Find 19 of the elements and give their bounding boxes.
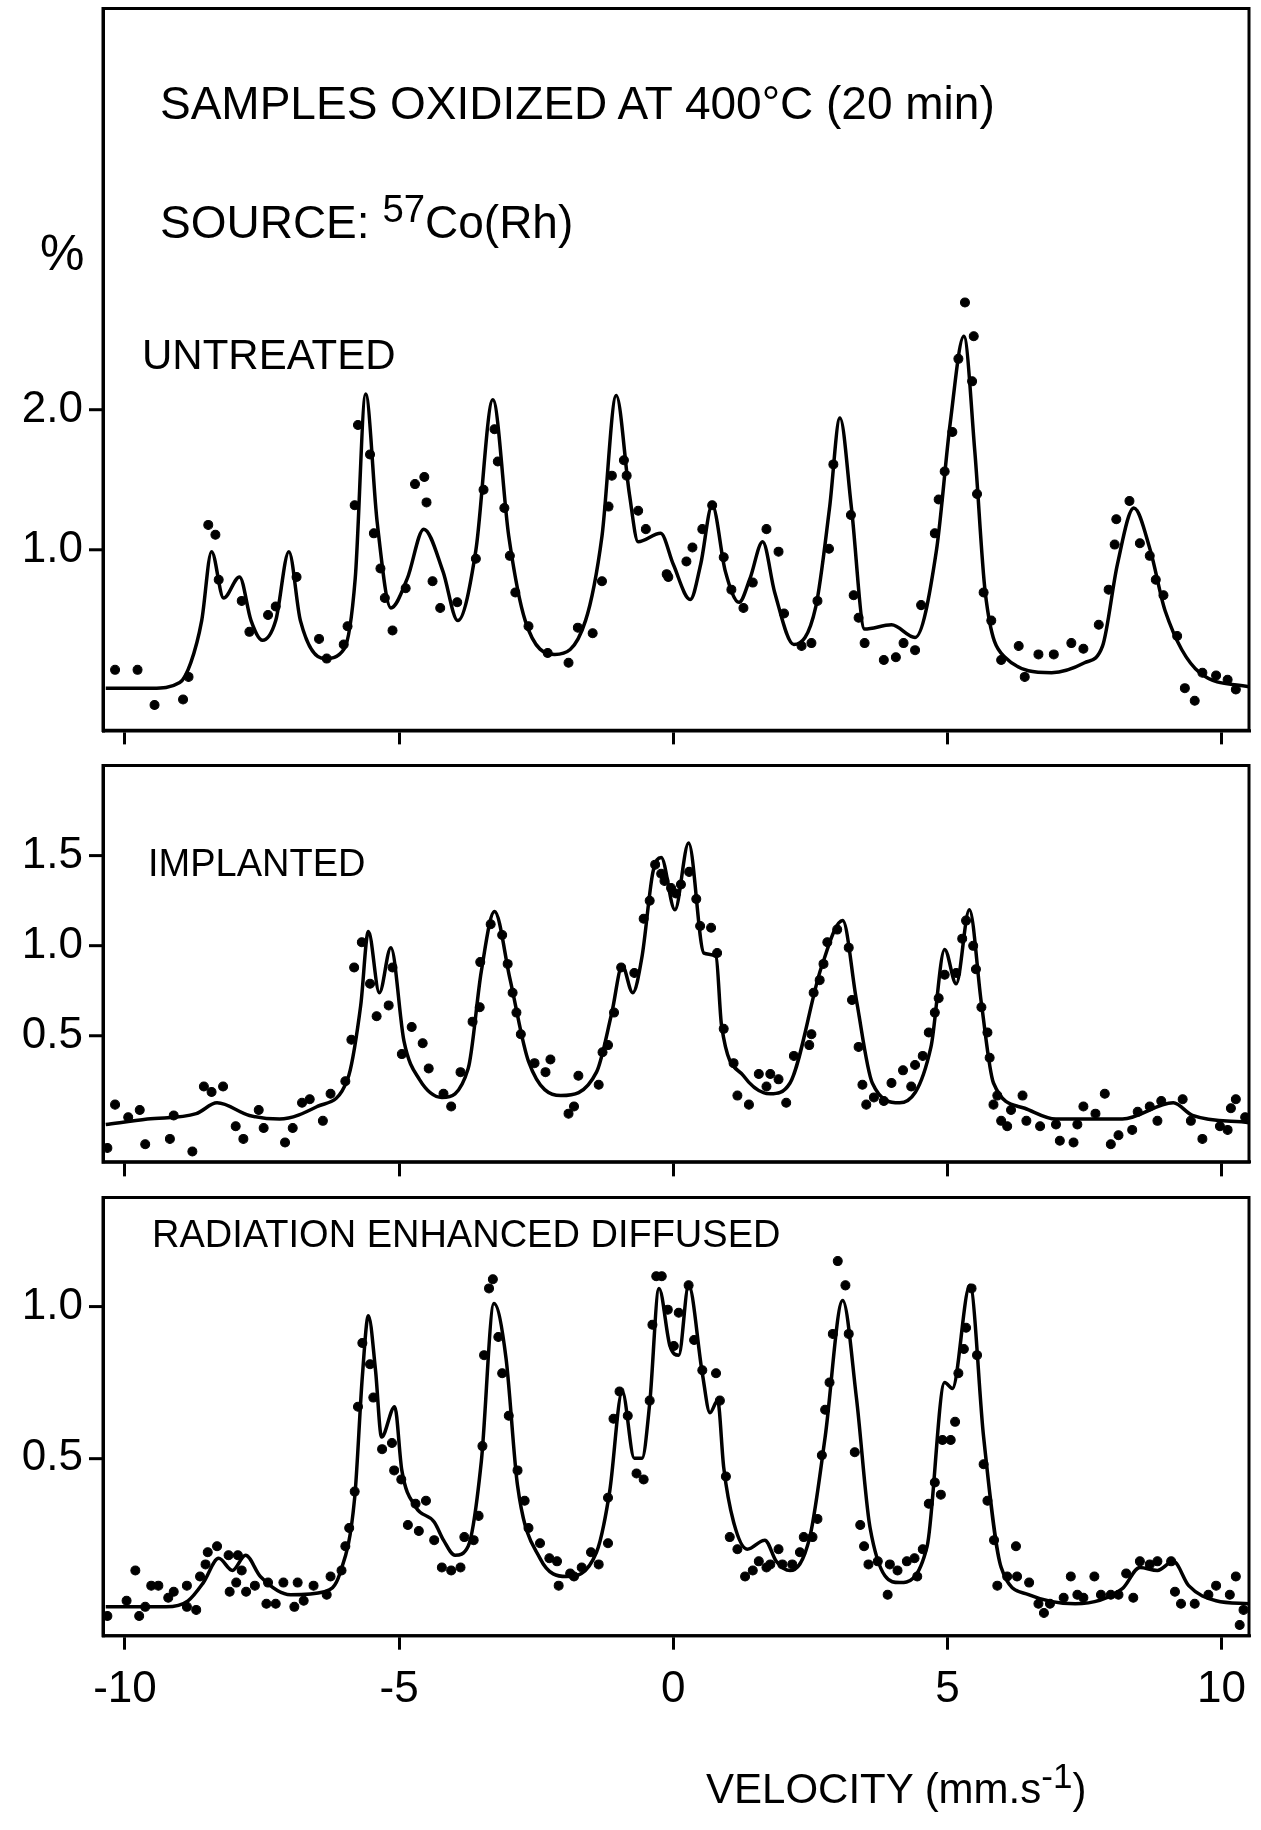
x-tick-label: -5 — [379, 1661, 419, 1711]
y-tick-label: 2.0 — [21, 381, 83, 431]
x-tick-label: 0 — [661, 1661, 686, 1711]
y-tick-label: 1.0 — [21, 1278, 83, 1328]
x-tick-label: 5 — [935, 1661, 960, 1711]
y-tick-label: 1.0 — [21, 917, 83, 967]
y-tick-label: 0.5 — [21, 1430, 83, 1480]
text: SAMPLES OXIDIZED AT 400°C (20 min) — [160, 77, 995, 129]
x-axis-title: VELOCITY (mm.s$^{-1}$) — [706, 1756, 1087, 1812]
x-tick-label: -10 — [93, 1661, 157, 1711]
x-tick-label: 10 — [1197, 1661, 1247, 1711]
y-tick-label: 1.5 — [21, 827, 83, 877]
annotation: UNTREATED — [142, 331, 396, 378]
annotation: RADIATION ENHANCED DIFFUSED — [152, 1213, 781, 1255]
text: SOURCE: $^{57}$Co(Rh) — [160, 187, 574, 249]
y-axis-title: % — [40, 225, 85, 281]
y-tick-label: 1.0 — [21, 521, 83, 571]
annotation: IMPLANTED — [148, 842, 366, 884]
y-tick-label: 0.5 — [21, 1007, 83, 1057]
